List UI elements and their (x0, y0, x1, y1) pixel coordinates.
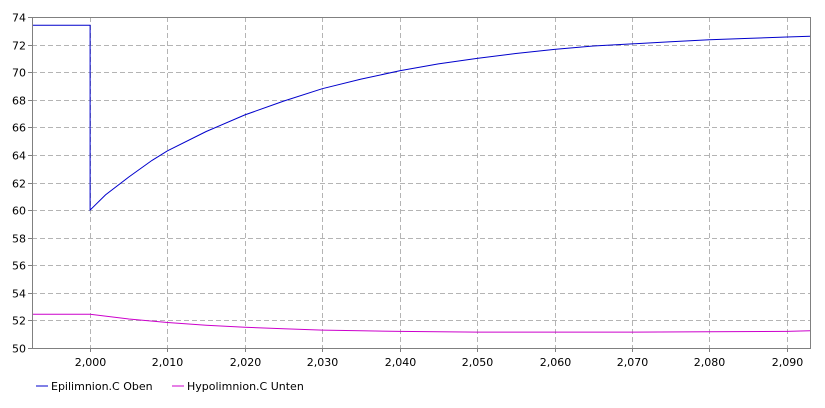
legend: Epilimnion.C Oben Hypolimnion.C Unten (36, 380, 304, 393)
y-tick-label: 66 (12, 122, 26, 135)
y-tick-label: 70 (12, 67, 26, 80)
legend-label-1: Epilimnion.C Oben (51, 380, 153, 393)
y-tick-label: 62 (12, 178, 26, 191)
x-tick-label: 2,040 (385, 356, 417, 369)
x-tick-label: 2,080 (694, 356, 726, 369)
x-tick-label: 2,000 (75, 356, 107, 369)
y-tick-label: 72 (12, 40, 26, 53)
x-tick-label: 2,010 (152, 356, 184, 369)
y-tick-label: 60 (12, 205, 26, 218)
x-axis: 2,000 2,010 2,020 2,030 2,040 2,050 2,060 2,070… (75, 348, 804, 369)
y-tick-label: 64 (12, 150, 26, 163)
x-tick-label: 2,020 (230, 356, 262, 369)
y-tick-label: 56 (12, 260, 26, 273)
grid-lines (32, 17, 810, 348)
y-tick-label: 68 (12, 95, 26, 108)
y-axis: 50 52 54 56 58 60 62 64 66 68 70 72 74 (12, 12, 32, 356)
series-line-1 (32, 24, 811, 212)
plot-frame (32, 17, 811, 349)
y-tick-label: 54 (12, 288, 26, 301)
y-tick-label: 74 (12, 12, 26, 25)
x-tick-label: 2,060 (540, 356, 572, 369)
x-tick-label: 2,090 (772, 356, 804, 369)
series-line-2 (32, 313, 811, 333)
x-tick-label: 2,030 (307, 356, 339, 369)
y-tick-label: 58 (12, 233, 26, 246)
legend-label-2: Hypolimnion.C Unten (187, 380, 304, 393)
y-tick-label: 52 (12, 315, 26, 328)
y-tick-label: 50 (12, 343, 26, 356)
x-tick-label: 2,070 (617, 356, 649, 369)
series-group (32, 24, 811, 333)
x-tick-label: 2,050 (462, 356, 494, 369)
